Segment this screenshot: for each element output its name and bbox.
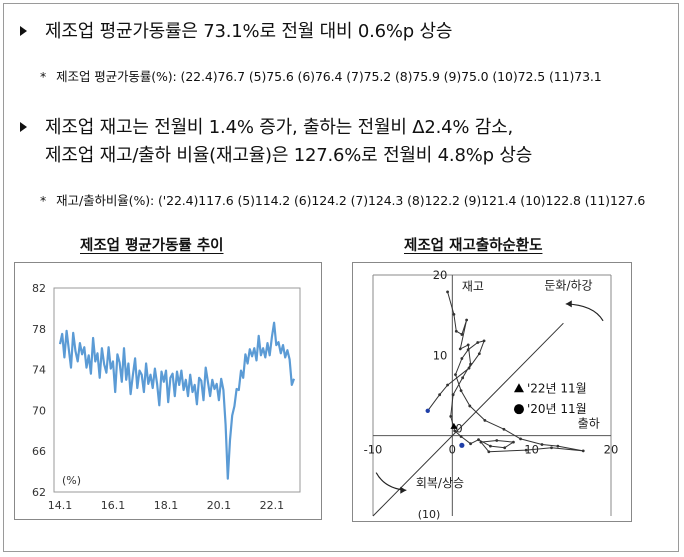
cycle-path-point [476, 341, 480, 344]
utilization-series-line [58, 321, 296, 480]
report-frame [3, 3, 679, 552]
cycle-path-point [469, 362, 472, 366]
cycle-path-point [503, 446, 507, 450]
y-tick-label: 66 [32, 445, 46, 458]
arrowhead-top-right-icon [565, 300, 572, 308]
path-start-point [425, 408, 430, 413]
marker-2022-11 [450, 422, 458, 429]
x-tick-label: 20.1 [207, 499, 232, 512]
bullet-triangle-icon [20, 26, 27, 36]
y-tick-label: 10 [433, 348, 448, 362]
cycle-path-point [465, 318, 469, 322]
x-tick-label: 20 [604, 443, 619, 457]
quadrant-label-top-right: 둔화/하강 [544, 278, 592, 292]
y-tick-label: 0 [455, 422, 462, 436]
x-tick-label: -10 [364, 443, 383, 457]
y-tick-label: 20 [433, 268, 448, 282]
cycle-path-point [512, 440, 515, 444]
section2-note: * 재고/출하비율(%): ('22.4)117.6 (5)114.2 (6)12… [40, 190, 645, 209]
x-axis-label: 출하 [578, 417, 600, 431]
section2-headline-line2: 제조업 재고/출하 비율(재고율)은 127.6%로 전월비 4.8%p 상승 [45, 145, 533, 166]
cycle-path-point [460, 333, 464, 336]
inventory-ratio-note-text: 재고/출하비율(%): ('22.4)117.6 (5)114.2 (6)124… [56, 193, 646, 208]
cycle-path-point [461, 376, 465, 380]
cycle-path-point [489, 444, 492, 448]
cycle-path-point [460, 357, 464, 360]
bullet-triangle-icon [20, 122, 27, 132]
x-tick-label: 22.1 [260, 499, 285, 512]
cycle-path-point [469, 442, 472, 446]
quadrant-label-bottom-left: 회복/상승 [416, 476, 464, 490]
cycle-path-point [446, 383, 449, 387]
cycle-path-point [453, 429, 457, 433]
cycle-path-point [477, 352, 481, 356]
y-tick-label: 62 [32, 486, 46, 499]
cycle-path-point [466, 343, 470, 347]
cycle-path-point [468, 404, 472, 408]
cycle-path-point [449, 414, 453, 418]
y-axis-label: 재고 [462, 279, 484, 293]
cycle-path-point [495, 439, 499, 442]
y-tick-label: 82 [32, 282, 46, 295]
x-tick-label: 0 [449, 443, 456, 457]
cycle-path-point [482, 339, 486, 343]
x-tick-label: 14.1 [48, 499, 73, 512]
plot-area [53, 287, 301, 493]
cycle-path-point [519, 437, 522, 441]
cycle-path-point [483, 419, 487, 422]
marker-2020-11 [459, 442, 465, 448]
cycle-path-point [556, 444, 560, 448]
y-tick-label: 70 [32, 404, 46, 417]
cycle-path-point [466, 348, 470, 352]
cycle-path-point [459, 389, 463, 393]
cycle-path-point [477, 438, 480, 442]
cycle-path-point [467, 366, 471, 370]
cycle-path-point [479, 440, 483, 444]
cycle-path-point [446, 290, 449, 294]
partial-tick-label: (10) [418, 508, 441, 521]
note-marker: * [40, 193, 47, 208]
x-tick-label: 18.1 [154, 499, 179, 512]
x-tick-label: 16.1 [101, 499, 126, 512]
cycle-path-point [550, 446, 553, 450]
cycle-path-point [487, 450, 491, 454]
cycle-path-point [524, 448, 528, 452]
cycle-path-point [454, 373, 457, 377]
legend-circle-icon [513, 404, 524, 415]
cycle-path-point [454, 329, 458, 333]
cycle-chart-title: 제조업 재고출하순환도 [404, 238, 543, 254]
diagonal-reference-line [372, 322, 564, 517]
legend-triangle-icon [513, 383, 524, 393]
cycle-path-point [459, 435, 463, 438]
utilization-note-text: 제조업 평균가동률(%): (22.4)76.7 (5)75.6 (6)76.4… [56, 69, 602, 84]
legend-label-2022-11: '22년 11월 [527, 381, 587, 395]
cycle-path-point [438, 393, 442, 397]
chart-border [14, 262, 322, 520]
chart-border [352, 262, 632, 522]
cycle-path-point [451, 393, 455, 397]
cycle-path-point [540, 443, 544, 446]
note-marker: * [40, 69, 47, 84]
section1-note: * 제조업 평균가동률(%): (22.4)76.7 (5)75.6 (6)76.… [40, 66, 602, 85]
cycle-path-point [452, 312, 456, 316]
y-tick-label: 74 [32, 364, 46, 377]
cycle-path-point [458, 347, 462, 351]
cycle-path-point [581, 449, 585, 453]
section2-headline-line1: 제조업 재고는 전월비 1.4% 증가, 출하는 전월비 Δ2.4% 감소, [45, 117, 514, 138]
utilization-chart-title: 제조업 평균가동률 추이 [80, 238, 224, 254]
y-tick-label: 78 [32, 323, 46, 336]
arrowhead-bottom-left-icon [400, 486, 407, 494]
section1-headline: 제조업 평균가동률은 73.1%로 전월 대비 0.6%p 상승 [45, 21, 453, 42]
section1-row: 제조업 평균가동률은 73.1%로 전월 대비 0.6%p 상승 [20, 18, 452, 46]
section2-row: 제조업 재고는 전월비 1.4% 증가, 출하는 전월비 Δ2.4% 감소, 제… [20, 114, 532, 170]
y-unit-label: (%) [62, 474, 81, 487]
legend-label-2020-11: '20년 11월 [527, 402, 587, 416]
cycle-path-point [502, 427, 506, 431]
